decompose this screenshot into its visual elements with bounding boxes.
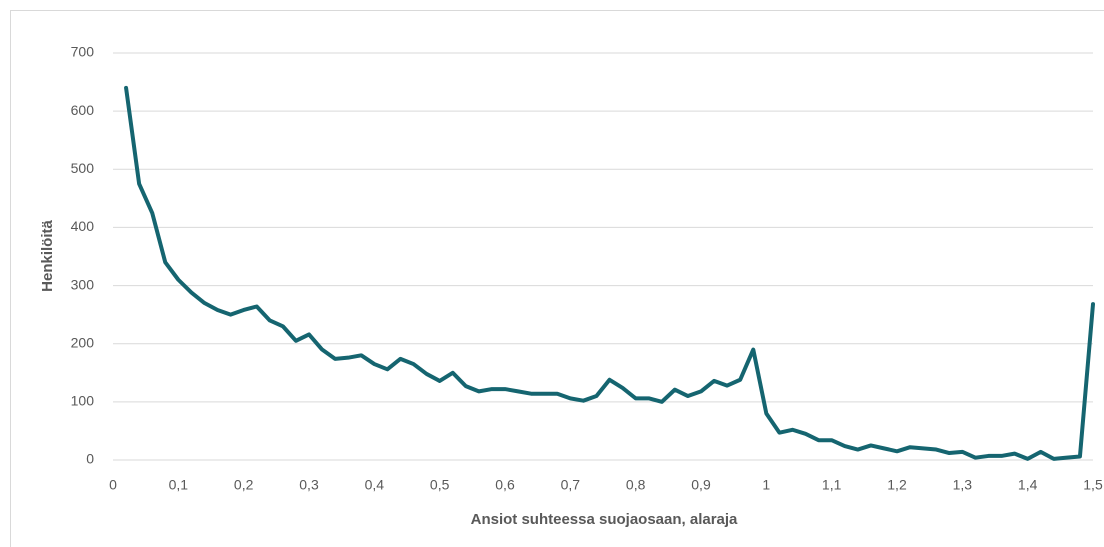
x-tick-label: 1,4 bbox=[1018, 477, 1038, 493]
y-tick-label: 300 bbox=[71, 276, 95, 292]
x-tick-label: 0 bbox=[109, 477, 117, 493]
x-tick-label: 0,1 bbox=[169, 477, 189, 493]
x-axis-title: Ansiot suhteessa suojaosaan, alaraja bbox=[471, 511, 738, 528]
y-tick-label: 600 bbox=[71, 102, 95, 118]
chart-border bbox=[10, 10, 1104, 547]
x-tick-label: 0,9 bbox=[691, 477, 711, 493]
x-tick-label: 0,5 bbox=[430, 477, 450, 493]
y-tick-label: 200 bbox=[71, 334, 95, 350]
y-tick-label: 500 bbox=[71, 160, 95, 176]
x-tick-label: 0,6 bbox=[495, 477, 515, 493]
x-tick-label: 0,7 bbox=[561, 477, 581, 493]
y-tick-label: 100 bbox=[71, 393, 95, 409]
y-axis-title: Henkilöitä bbox=[39, 220, 56, 292]
x-tick-label: 1,3 bbox=[953, 477, 973, 493]
x-tick-label: 0,3 bbox=[299, 477, 319, 493]
x-tick-label: 1,5 bbox=[1083, 477, 1103, 493]
y-tick-label: 0 bbox=[86, 451, 94, 467]
y-tick-label: 700 bbox=[71, 44, 95, 60]
x-tick-label: 0,8 bbox=[626, 477, 646, 493]
data-line bbox=[124, 85, 1095, 461]
y-tick-label: 400 bbox=[71, 218, 95, 234]
x-tick-label: 0,2 bbox=[234, 477, 254, 493]
x-tick-label: 0,4 bbox=[365, 477, 385, 493]
x-tick-label: 1,1 bbox=[822, 477, 842, 493]
x-tick-label: 1,2 bbox=[887, 477, 907, 493]
x-tick-label: 1 bbox=[762, 477, 770, 493]
